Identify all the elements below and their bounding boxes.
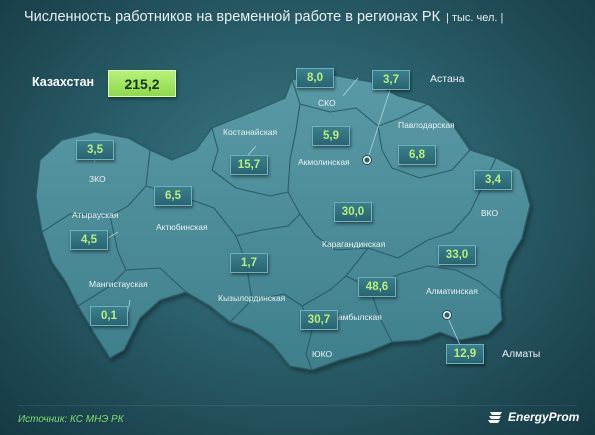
value-uko: 30,7: [300, 310, 338, 330]
brand-name: EnergyProm: [508, 410, 580, 424]
source-note: Источник: КС МНЭ РК: [18, 414, 124, 425]
value-atyrau: 4,5: [70, 230, 108, 250]
value-zhambyl: 48,6: [358, 277, 396, 297]
value-aktobe: 6,5: [154, 186, 192, 206]
region-name-uko: ЮКО: [312, 349, 333, 359]
region-name-zko: ЗКО: [89, 174, 106, 184]
region-name-almaty-reg: Алматинская: [426, 286, 478, 296]
value-almaty-reg: 33,0: [438, 245, 476, 265]
value-vko: 3,4: [474, 170, 512, 190]
region-name-vko: ВКО: [481, 208, 499, 218]
value-pavlodar: 6,8: [398, 145, 436, 165]
value-kostanay: 15,7: [230, 155, 268, 175]
page-title: Численность работников на временной рабо…: [24, 9, 441, 25]
value-mangystau: 0,1: [90, 306, 128, 326]
region-name-akmola: Акмолинская: [298, 157, 350, 167]
region-name-aktobe: Актюбинская: [156, 222, 208, 232]
value-astana: 3,7: [372, 70, 410, 90]
region-name-kyzylorda: Кызылординская: [218, 293, 286, 303]
unit-label: | тыс. чел. |: [446, 12, 504, 24]
header: Численность работников на временной рабо…: [24, 9, 584, 29]
region-name-pavlodar: Павлодарская: [398, 120, 455, 130]
value-akmola: 5,9: [312, 126, 350, 146]
region-name-zhambyl: Жамбылская: [330, 312, 382, 322]
region-name-atyrau: Атырауская: [72, 210, 119, 220]
city-name-astana: Астана: [430, 73, 465, 85]
footer-divider: [18, 405, 577, 406]
value-kyzylorda: 1,7: [230, 253, 268, 273]
value-karaganda: 30,0: [334, 202, 372, 222]
city-name-almaty: Алматы: [502, 348, 541, 360]
energyprom-logo-icon: [488, 412, 502, 423]
total-label: Казахстан: [32, 75, 95, 89]
total-value: 215,2: [108, 70, 176, 97]
region-name-karaganda: Карагандинская: [322, 239, 386, 249]
region-name-mangystau: Мангистауская: [89, 279, 148, 289]
value-almaty: 12,9: [446, 344, 484, 364]
brand-logo: EnergyProm: [488, 410, 579, 424]
region-name-kostanay: Костанайская: [223, 127, 278, 137]
value-sko: 8,0: [296, 68, 334, 88]
region-name-sko: СКО: [318, 98, 336, 108]
value-zko: 3,5: [76, 140, 114, 160]
